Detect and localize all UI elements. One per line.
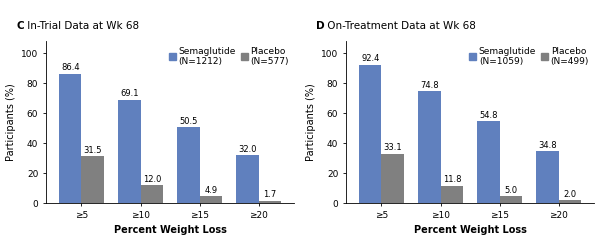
Bar <box>178 127 200 203</box>
Bar <box>236 155 259 203</box>
Text: 34.8: 34.8 <box>538 141 557 150</box>
X-axis label: Percent Weight Loss: Percent Weight Loss <box>114 225 227 235</box>
Bar <box>536 151 559 203</box>
Bar <box>359 65 382 203</box>
Text: 69.1: 69.1 <box>120 89 139 98</box>
Bar <box>440 186 463 203</box>
Bar <box>259 201 281 203</box>
Text: 1.7: 1.7 <box>263 190 277 200</box>
Bar <box>200 196 222 203</box>
Text: 11.8: 11.8 <box>443 175 461 184</box>
Bar <box>382 154 404 203</box>
Text: On-Treatment Data at Wk 68: On-Treatment Data at Wk 68 <box>323 21 476 31</box>
Text: 2.0: 2.0 <box>563 190 577 199</box>
Text: 54.8: 54.8 <box>479 111 498 120</box>
Y-axis label: Participants (%): Participants (%) <box>305 83 316 161</box>
Bar <box>418 91 440 203</box>
Text: In-Trial Data at Wk 68: In-Trial Data at Wk 68 <box>23 21 139 31</box>
Text: 31.5: 31.5 <box>83 146 102 155</box>
Text: 4.9: 4.9 <box>205 186 218 195</box>
X-axis label: Percent Weight Loss: Percent Weight Loss <box>414 225 527 235</box>
Text: 92.4: 92.4 <box>361 54 379 63</box>
Bar <box>59 74 82 203</box>
Text: 5.0: 5.0 <box>505 186 518 194</box>
Text: 86.4: 86.4 <box>61 63 80 72</box>
Bar <box>82 156 104 203</box>
Bar <box>118 100 140 203</box>
Text: C: C <box>16 21 24 31</box>
Text: 12.0: 12.0 <box>143 175 161 184</box>
Bar <box>500 196 522 203</box>
Bar <box>140 185 163 203</box>
Text: 32.0: 32.0 <box>238 145 257 154</box>
Text: 74.8: 74.8 <box>420 81 439 90</box>
Text: D: D <box>316 21 325 31</box>
Bar <box>478 121 500 203</box>
Text: 33.1: 33.1 <box>383 143 402 152</box>
Legend: Semaglutide
(N=1212), Placebo
(N=577): Semaglutide (N=1212), Placebo (N=577) <box>168 46 290 67</box>
Text: 50.5: 50.5 <box>179 117 198 126</box>
Y-axis label: Participants (%): Participants (%) <box>5 83 16 161</box>
Legend: Semaglutide
(N=1059), Placebo
(N=499): Semaglutide (N=1059), Placebo (N=499) <box>468 46 590 67</box>
Bar <box>559 200 581 203</box>
